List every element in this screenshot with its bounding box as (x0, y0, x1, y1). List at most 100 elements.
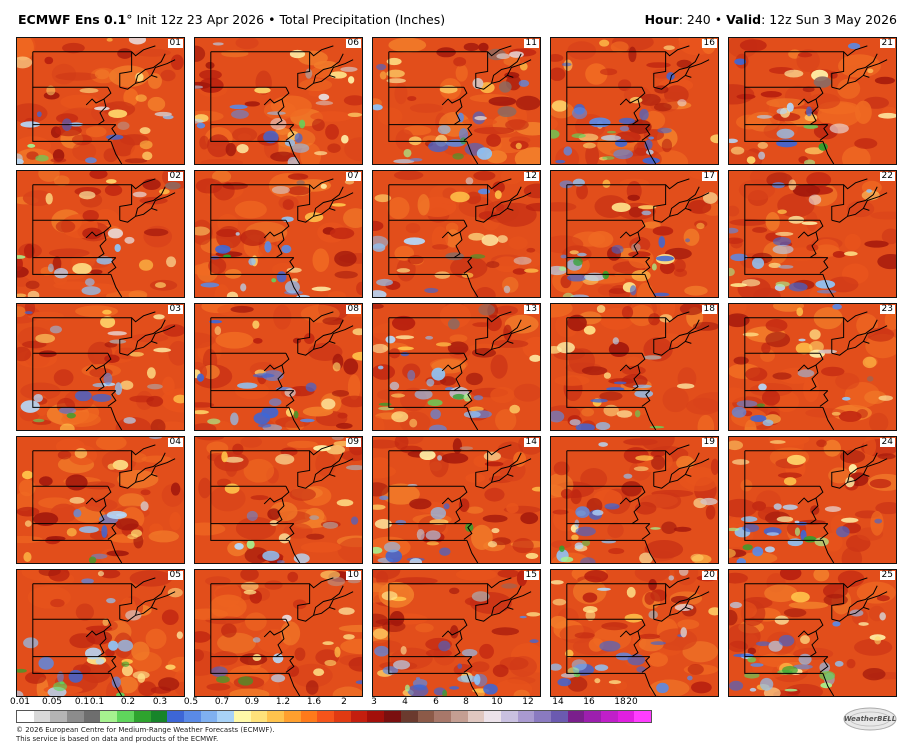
colorbar-label: 20 (626, 697, 638, 707)
colorbar-label: 0.9 (244, 697, 260, 707)
copyright-line-2: This service is based on data and produc… (16, 734, 219, 743)
colorbar-label: 4 (402, 697, 408, 707)
colorbar-swatch (384, 711, 401, 722)
precipitation-map (17, 304, 184, 430)
ensemble-member-panel: 21 (728, 37, 897, 165)
valid-info: Hour: 240 • Valid: 12z Sun 3 May 2026 (645, 12, 897, 27)
colorbar-swatch (217, 711, 234, 722)
ensemble-member-panel: 11 (372, 37, 541, 165)
colorbar-swatch (200, 711, 218, 722)
member-number: 22 (879, 171, 895, 181)
colorbar-label: 0.01 (9, 697, 31, 707)
ensemble-member-panel: 04 (16, 436, 185, 564)
member-number: 03 (167, 304, 183, 314)
member-number: 04 (167, 437, 183, 447)
member-number: 02 (167, 171, 183, 181)
colorbar-swatch (50, 711, 68, 722)
ensemble-member-panel: 20 (550, 569, 719, 697)
ensemble-member-panel: 10 (194, 569, 363, 697)
colorbar-swatch (551, 711, 568, 722)
colorbar-label: 0.7 (214, 697, 230, 707)
member-number: 13 (523, 304, 539, 314)
precipitation-map (373, 171, 540, 297)
ensemble-member-panel: 17 (550, 170, 719, 298)
colorbar-swatch (284, 711, 301, 722)
colorbar-label: 0.2 (120, 697, 136, 707)
colorbar-swatch (484, 711, 501, 722)
colorbar-swatch (233, 711, 251, 722)
colorbar-swatch (100, 711, 118, 722)
valid-label: Valid (726, 12, 762, 27)
colorbar-label: 3 (371, 697, 377, 707)
logo-text: WeatherBELL (843, 715, 897, 723)
colorbar-label: 18 (614, 697, 626, 707)
member-number: 05 (167, 570, 183, 580)
member-number: 01 (167, 38, 183, 48)
colorbar-swatch (534, 711, 551, 722)
ensemble-member-panel: 01 (16, 37, 185, 165)
colorbar-label: 0.5 (183, 697, 199, 707)
valid-separator: • (714, 12, 723, 27)
colorbar-label: 1.6 (306, 697, 322, 707)
precipitation-colorbar (16, 710, 652, 723)
colorbar-label: 16 (583, 697, 595, 707)
ensemble-member-panel: 02 (16, 170, 185, 298)
colorbar-label: 0.1 (89, 697, 105, 707)
member-number: 06 (345, 38, 361, 48)
precipitation-map (373, 38, 540, 164)
member-number: 12 (523, 171, 539, 181)
member-number: 16 (701, 38, 717, 48)
ensemble-member-panel: 24 (728, 436, 897, 564)
ensemble-member-panel: 12 (372, 170, 541, 298)
member-number: 11 (523, 38, 539, 48)
colorbar-swatch (334, 711, 351, 722)
precipitation-map (729, 304, 896, 430)
member-number: 25 (879, 570, 895, 580)
ensemble-member-panel: 07 (194, 170, 363, 298)
model-name: ECMWF Ens 0.1 (18, 12, 127, 27)
ensemble-member-panel: 19 (550, 436, 719, 564)
colorbar-swatch (350, 711, 368, 722)
ensemble-member-panel: 06 (194, 37, 363, 165)
ensemble-member-panel: 13 (372, 303, 541, 431)
ensemble-panel-grid: 01 06 11 16 21 02 07 12 17 22 03 08 13 18 23 04 09 14 19 24… (16, 37, 897, 697)
hour-label: Hour (644, 12, 679, 27)
ensemble-member-panel: 03 (16, 303, 185, 431)
precipitation-map (373, 437, 540, 563)
colorbar-swatch (300, 711, 318, 722)
colorbar-swatch (317, 711, 335, 722)
precipitation-map (551, 304, 718, 430)
member-number: 21 (879, 38, 895, 48)
colorbar-swatch (567, 711, 585, 722)
colorbar-labels: 0.01 0.05 0.1 0.1 0.2 0.3 0.5 0.7 0.9 1.2 1.6 2 3 4 6 8… (10, 697, 652, 709)
precipitation-map (729, 437, 896, 563)
colorbar-swatch (434, 711, 451, 722)
colorbar-label: 0.05 (41, 697, 63, 707)
weatherbell-logo: WeatherBELL (842, 706, 898, 732)
precipitation-map (729, 171, 896, 297)
ensemble-member-panel: 18 (550, 303, 719, 431)
ensemble-member-panel: 16 (550, 37, 719, 165)
member-number: 19 (701, 437, 717, 447)
member-number: 07 (345, 171, 361, 181)
ensemble-member-panel: 14 (372, 436, 541, 564)
precipitation-map (17, 570, 184, 696)
ensemble-member-panel: 25 (728, 569, 897, 697)
ensemble-member-panel: 09 (194, 436, 363, 564)
logo-icon (843, 707, 897, 731)
copyright: © 2026 European Centre for Medium-Range … (16, 726, 274, 743)
valid-value: : 12z Sun 3 May 2026 (761, 12, 897, 27)
colorbar-swatch (150, 711, 168, 722)
colorbar-swatch (167, 711, 184, 722)
colorbar-label: 10 (491, 697, 503, 707)
colorbar-swatch (584, 711, 602, 722)
member-number: 24 (879, 437, 895, 447)
colorbar-swatch (17, 711, 34, 722)
colorbar-swatch (83, 711, 101, 722)
colorbar-swatch (117, 711, 134, 722)
precipitation-map (373, 304, 540, 430)
precipitation-map (729, 570, 896, 696)
hour-value: : 240 (678, 12, 711, 27)
precipitation-map (373, 570, 540, 696)
member-number: 23 (879, 304, 895, 314)
